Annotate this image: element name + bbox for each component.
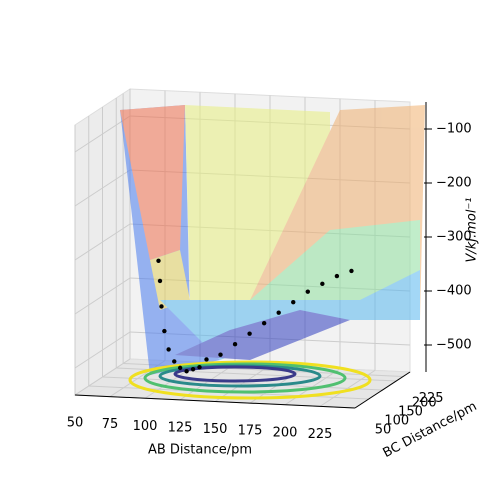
trajectory-point bbox=[166, 347, 171, 352]
axis-line bbox=[354, 371, 411, 409]
x-axis-label: AB Distance/pm bbox=[148, 443, 252, 458]
z-tick-label: −500 bbox=[436, 338, 472, 353]
trajectory-point bbox=[349, 268, 354, 274]
y-tick-label: 200 bbox=[412, 396, 437, 411]
trajectory-point bbox=[156, 258, 161, 263]
x-tick-label: 100 bbox=[133, 419, 158, 434]
z-axis-label: V/kJ.mol⁻¹ bbox=[465, 197, 480, 262]
trajectory-point bbox=[190, 367, 196, 372]
trajectory-point bbox=[162, 328, 167, 334]
trajectory-point bbox=[247, 331, 252, 336]
grid-line bbox=[74, 223, 131, 261]
x-tick-label: 50 bbox=[67, 416, 84, 431]
grid-line bbox=[102, 376, 383, 391]
axis-line bbox=[74, 394, 356, 409]
contour bbox=[128, 360, 372, 400]
trajectory-point bbox=[159, 304, 164, 309]
contour bbox=[173, 365, 297, 383]
contour bbox=[143, 362, 347, 394]
trajectory bbox=[156, 258, 354, 374]
grid-line bbox=[74, 331, 131, 369]
x-tick-label: 175 bbox=[238, 424, 263, 439]
z-tick-label: −200 bbox=[436, 176, 472, 191]
trajectory-point bbox=[232, 341, 238, 347]
grid-line bbox=[74, 115, 131, 153]
trajectory-point bbox=[177, 365, 183, 371]
trajectory-point bbox=[320, 281, 325, 287]
surface bbox=[120, 105, 425, 375]
x-tick-label: 125 bbox=[168, 420, 193, 435]
trajectory-point bbox=[157, 278, 163, 284]
trajectory-point bbox=[184, 369, 189, 374]
surface-mid-left bbox=[150, 250, 190, 310]
grid-line bbox=[74, 277, 131, 315]
trajectory-point bbox=[197, 365, 202, 370]
trajectory-point bbox=[305, 289, 310, 294]
z-tick-label: −100 bbox=[436, 122, 472, 137]
axes: 50 75 100 125 150 175 200 225 50100150200225−100… bbox=[67, 102, 472, 442]
y-tick-label: 50 bbox=[375, 423, 392, 438]
trajectory-point bbox=[204, 357, 209, 362]
surface-high-left bbox=[120, 105, 185, 260]
z-tick-label: −400 bbox=[436, 284, 472, 299]
z-tick-label: −300 bbox=[436, 230, 472, 245]
trajectory-point bbox=[276, 310, 281, 315]
y-tick-label: 225 bbox=[419, 391, 444, 406]
trajectory-point bbox=[291, 299, 296, 305]
surface-floor bbox=[175, 310, 350, 360]
trajectory-point bbox=[261, 320, 267, 326]
x-tick-label: 75 bbox=[102, 417, 119, 432]
trajectory-point bbox=[334, 273, 340, 279]
trajectory-point bbox=[172, 359, 177, 364]
y-tick-label: 150 bbox=[398, 405, 423, 420]
x-tick-label: 200 bbox=[273, 425, 298, 440]
y-tick-label: 100 bbox=[384, 414, 409, 429]
x-tick-label: 150 bbox=[203, 422, 228, 437]
grid-line bbox=[74, 169, 131, 207]
x-tick-label: 225 bbox=[308, 427, 333, 442]
contours bbox=[128, 360, 372, 400]
trajectory-point bbox=[218, 352, 223, 357]
